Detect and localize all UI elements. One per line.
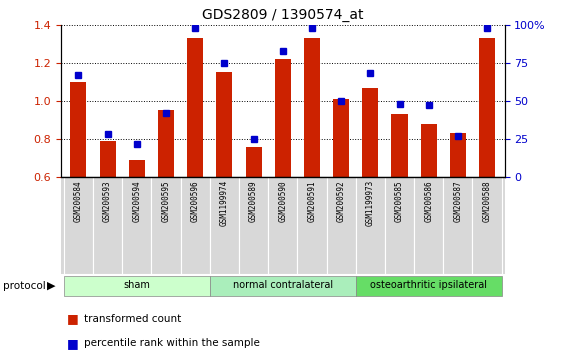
Bar — [210, 275, 356, 296]
Bar — [216, 72, 233, 177]
Bar — [362, 87, 378, 177]
Bar — [64, 177, 93, 274]
Text: GSM1199974: GSM1199974 — [220, 180, 229, 226]
Bar — [64, 275, 210, 296]
Text: GSM200595: GSM200595 — [161, 180, 171, 222]
Bar — [298, 177, 327, 274]
Text: GSM200591: GSM200591 — [307, 180, 317, 222]
Bar — [356, 177, 385, 274]
Bar — [268, 177, 298, 274]
Text: sham: sham — [124, 280, 150, 290]
Bar — [151, 177, 180, 274]
Bar — [327, 177, 356, 274]
Text: normal contralateral: normal contralateral — [233, 280, 333, 290]
Title: GDS2809 / 1390574_at: GDS2809 / 1390574_at — [202, 8, 364, 22]
Text: transformed count: transformed count — [84, 314, 182, 324]
Text: GSM200585: GSM200585 — [395, 180, 404, 222]
Bar — [100, 141, 115, 177]
Bar — [129, 160, 145, 177]
Text: GSM200587: GSM200587 — [454, 180, 462, 222]
Bar — [180, 177, 210, 274]
Bar — [245, 147, 262, 177]
Bar — [187, 38, 203, 177]
Text: GSM200596: GSM200596 — [191, 180, 200, 222]
Bar — [385, 177, 414, 274]
Bar — [210, 177, 239, 274]
Bar — [239, 177, 268, 274]
Text: ■: ■ — [67, 337, 78, 350]
Bar — [70, 82, 86, 177]
Bar — [450, 133, 466, 177]
Bar — [356, 275, 502, 296]
Bar — [122, 177, 151, 274]
Text: GSM200584: GSM200584 — [74, 180, 83, 222]
Text: GSM200593: GSM200593 — [103, 180, 112, 222]
Bar — [275, 59, 291, 177]
Text: GSM200590: GSM200590 — [278, 180, 287, 222]
Bar — [443, 177, 473, 274]
Text: ▶: ▶ — [46, 281, 55, 291]
Text: osteoarthritic ipsilateral: osteoarthritic ipsilateral — [370, 280, 487, 290]
Text: GSM1199973: GSM1199973 — [366, 180, 375, 226]
Bar — [93, 177, 122, 274]
Bar — [473, 177, 502, 274]
Text: ■: ■ — [67, 312, 78, 325]
Bar — [392, 114, 408, 177]
Bar — [479, 38, 495, 177]
Bar — [304, 38, 320, 177]
Bar — [420, 124, 437, 177]
Bar — [158, 110, 174, 177]
Text: GSM200594: GSM200594 — [132, 180, 142, 222]
Bar — [333, 99, 349, 177]
Text: protocol: protocol — [3, 281, 46, 291]
Text: GSM200592: GSM200592 — [336, 180, 346, 222]
Text: GSM200588: GSM200588 — [483, 180, 492, 222]
Text: percentile rank within the sample: percentile rank within the sample — [84, 338, 260, 348]
Bar — [414, 177, 443, 274]
Text: GSM200589: GSM200589 — [249, 180, 258, 222]
Text: GSM200586: GSM200586 — [424, 180, 433, 222]
